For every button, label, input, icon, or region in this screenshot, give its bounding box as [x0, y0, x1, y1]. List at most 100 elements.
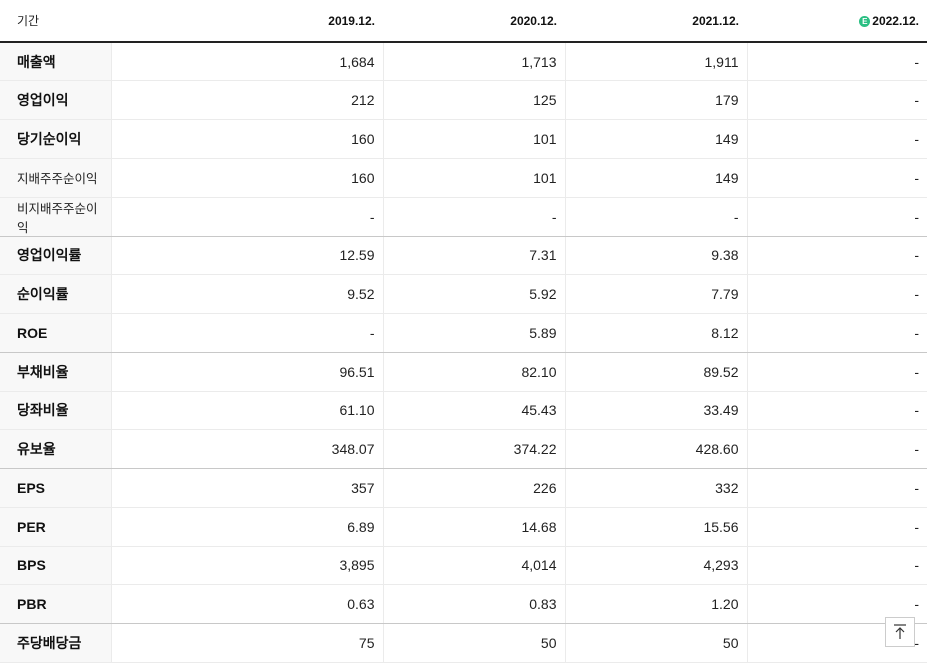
table-row: EPS 357 226 332- [0, 468, 927, 508]
table-cell: 9.52 [110, 274, 383, 314]
table-cell: 0.83 [382, 584, 565, 624]
table-cell: 125 [382, 80, 565, 120]
table-cell: - [746, 274, 927, 314]
table-cell: - [746, 158, 927, 198]
table-cell: - [746, 80, 927, 120]
table-cell: 75 [110, 623, 383, 663]
table-cell: - [746, 313, 927, 353]
row-label: 지배주주순이익 [0, 158, 111, 198]
row-label: 영업이익 [0, 80, 111, 120]
table-cell: - [746, 236, 927, 276]
table-cell: 5.92 [382, 274, 565, 314]
table-cell: 89.52 [564, 352, 747, 392]
table-cell: 101 [382, 119, 565, 159]
period-header-label: 기간 [0, 0, 111, 43]
table-cell: 12.59 [110, 236, 383, 276]
period-header-2020: 2020.12. [383, 0, 565, 43]
table-cell: 50 [564, 623, 747, 663]
row-label: 매출액 [0, 42, 111, 82]
row-label: EPS [0, 468, 111, 508]
table-cell: - [746, 197, 927, 237]
table-cell: 160 [110, 158, 383, 198]
row-label: PER [0, 507, 111, 547]
table-cell: 149 [564, 119, 747, 159]
table-cell: 61.10 [110, 391, 383, 431]
table-cell: 1.20 [564, 584, 747, 624]
table-cell: 4,014 [382, 546, 565, 586]
table-cell: - [746, 546, 927, 586]
table-cell: - [746, 352, 927, 392]
table-cell: 212 [110, 80, 383, 120]
row-label: 영업이익률 [0, 236, 111, 276]
row-label: 주당배당금 [0, 623, 111, 663]
table-cell: 50 [382, 623, 565, 663]
table-cell: - [746, 42, 927, 82]
table-cell: 160 [110, 119, 383, 159]
table-row: 당좌비율 61.10 45.43 33.49- [0, 391, 927, 431]
row-label: ROE [0, 313, 111, 353]
table-cell: 149 [564, 158, 747, 198]
table-cell: 8.12 [564, 313, 747, 353]
table-row: 유보율 348.07 374.22 428.60- [0, 429, 927, 469]
table-cell: 1,684 [110, 42, 383, 82]
table-row: 매출액 1,684 1,713 1,911- [0, 42, 927, 82]
table-cell: 348.07 [110, 429, 383, 469]
table-cell: 7.31 [382, 236, 565, 276]
table-row: 주당배당금 75 50 50- [0, 623, 927, 663]
table-row: 영업이익 212 125 179- [0, 80, 927, 120]
table-row: BPS 3,895 4,014 4,293- [0, 546, 927, 586]
table-cell: - [110, 197, 383, 237]
row-label: 유보율 [0, 429, 111, 469]
table-cell: 1,713 [382, 42, 565, 82]
table-cell: 357 [110, 468, 383, 508]
period-header-2021: 2021.12. [565, 0, 747, 43]
table-cell: - [746, 429, 927, 469]
row-label: PBR [0, 584, 111, 624]
table-cell: 14.68 [382, 507, 565, 547]
table-cell: 33.49 [564, 391, 747, 431]
table-row: 영업이익률 12.59 7.31 9.38- [0, 236, 927, 276]
row-label: 당기순이익 [0, 119, 111, 159]
table-header-row: 기간 2019.12. 2020.12. 2021.12. E 2022.12. [0, 0, 927, 43]
table-row: PER 6.89 14.68 15.56- [0, 507, 927, 547]
row-label: 순이익률 [0, 274, 111, 314]
table-row: 부채비율 96.51 82.10 89.52- [0, 352, 927, 392]
table-cell: 5.89 [382, 313, 565, 353]
period-header-2022-label: 2022.12. [872, 13, 919, 28]
table-cell: 45.43 [382, 391, 565, 431]
table-row: 순이익률 9.52 5.92 7.79- [0, 274, 927, 314]
table-row: PBR 0.63 0.83 1.20- [0, 584, 927, 624]
table-cell: 7.79 [564, 274, 747, 314]
table-cell: 332 [564, 468, 747, 508]
row-label: BPS [0, 546, 111, 586]
row-label: 부채비율 [0, 352, 111, 392]
table-cell: 6.89 [110, 507, 383, 547]
table-cell: 9.38 [564, 236, 747, 276]
estimate-badge-icon: E [859, 15, 871, 27]
table-cell: - [746, 119, 927, 159]
table-cell: - [746, 468, 927, 508]
table-cell: 1,911 [564, 42, 747, 82]
table-row: ROE -5.89 8.12- [0, 313, 927, 353]
scroll-to-top-button[interactable] [885, 617, 915, 647]
table-cell: 15.56 [564, 507, 747, 547]
table-cell: 4,293 [564, 546, 747, 586]
table-cell: 82.10 [382, 352, 565, 392]
table-cell: 96.51 [110, 352, 383, 392]
table-cell: 179 [564, 80, 747, 120]
table-row: 비지배주주순이익 - - - - [0, 197, 927, 237]
table-cell: 226 [382, 468, 565, 508]
table-cell: 428.60 [564, 429, 747, 469]
period-header-2019: 2019.12. [111, 0, 383, 43]
arrow-up-to-top-icon [894, 624, 906, 639]
table-cell: 374.22 [382, 429, 565, 469]
table-row: 당기순이익 160 101 149- [0, 119, 927, 159]
row-label: 당좌비율 [0, 391, 111, 431]
period-header-2022: E 2022.12. [747, 0, 927, 43]
table-cell: - [746, 507, 927, 547]
table-cell: 3,895 [110, 546, 383, 586]
table-cell: - [382, 197, 565, 237]
table-cell: 101 [382, 158, 565, 198]
table-cell: - [746, 391, 927, 431]
